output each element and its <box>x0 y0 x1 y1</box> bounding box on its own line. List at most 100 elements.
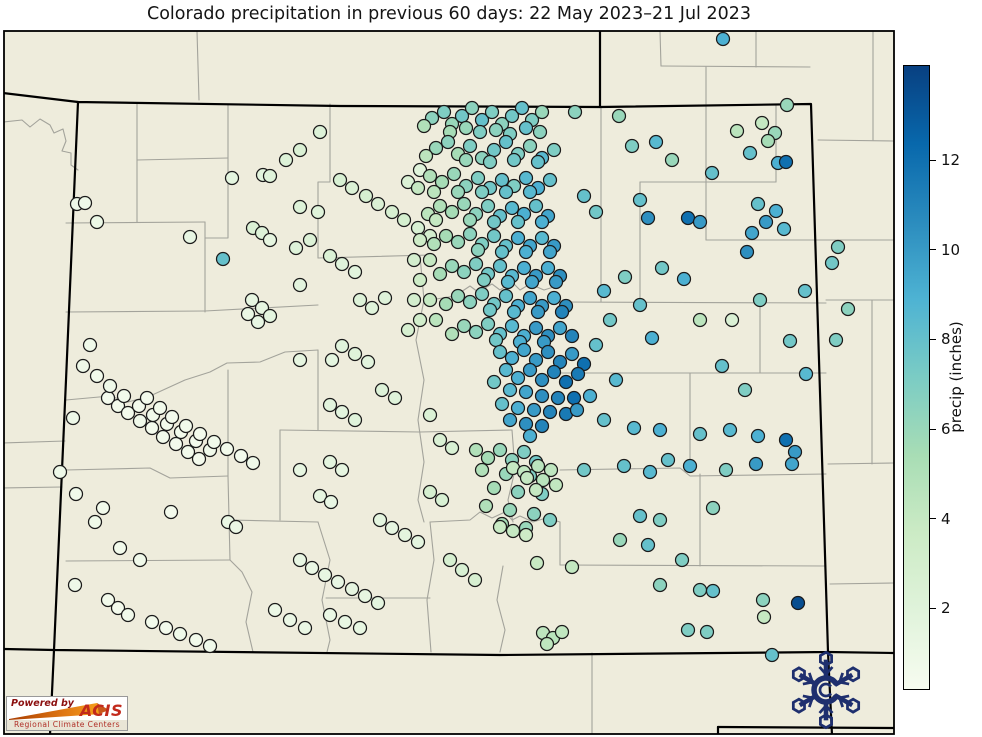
station-dot <box>514 100 530 116</box>
station-dot <box>347 412 363 428</box>
station-dot <box>648 134 664 150</box>
station-dot <box>674 552 690 568</box>
station-dot <box>569 402 585 418</box>
station-dot <box>458 152 474 168</box>
station-dot <box>518 170 534 186</box>
county-line <box>317 521 331 653</box>
station-dot <box>462 212 478 228</box>
station-dot <box>542 404 558 420</box>
station-dot <box>519 470 535 486</box>
tick-mark <box>929 249 936 251</box>
colorbar-tick: 10 <box>929 241 960 259</box>
station-dot <box>828 332 844 348</box>
station-dot <box>498 288 514 304</box>
colorbar-tick: 4 <box>929 510 951 528</box>
station-dot <box>224 170 240 186</box>
station-dot <box>534 214 550 230</box>
station-dot <box>428 212 444 228</box>
climate-center-snowflake-icon <box>791 650 861 730</box>
colorbar-tick: 12 <box>929 151 960 169</box>
station-dot <box>682 458 698 474</box>
colorbar-tick: 2 <box>929 599 951 617</box>
station-dot <box>180 444 196 460</box>
station-dot <box>543 462 559 478</box>
station-dot <box>267 602 283 618</box>
station-dot <box>426 236 442 252</box>
station-dot <box>492 519 508 535</box>
county-line <box>65 310 206 313</box>
station-dot <box>387 390 403 406</box>
station-dot <box>492 442 508 458</box>
station-dot <box>540 260 556 276</box>
station-dot <box>191 451 207 467</box>
station-dot <box>566 390 582 406</box>
station-dot <box>567 104 583 120</box>
station-dot <box>438 296 454 312</box>
station-dot <box>608 372 624 388</box>
station-dot <box>486 480 502 496</box>
tick-label: 10 <box>941 240 961 259</box>
station-dot <box>564 328 580 344</box>
station-dot <box>535 472 551 488</box>
station-dot <box>692 214 708 230</box>
station-dot <box>155 429 171 445</box>
station-dot <box>474 462 490 478</box>
station-dot <box>554 304 570 320</box>
tick-label: 2 <box>941 599 951 618</box>
station-dot <box>412 272 428 288</box>
station-dot <box>492 258 508 274</box>
station-dot <box>522 184 538 200</box>
acis-swoosh-icon <box>9 703 109 720</box>
station-dot <box>444 258 460 274</box>
tick-mark <box>929 159 936 161</box>
station-dot <box>756 609 772 625</box>
station-dot <box>302 232 318 248</box>
station-dot <box>510 370 526 386</box>
station-dot <box>680 622 696 638</box>
station-dot <box>654 260 670 276</box>
station-dot <box>456 264 472 280</box>
county-line <box>279 429 421 433</box>
station-dot <box>652 512 668 528</box>
station-dot <box>787 444 803 460</box>
station-dot <box>370 595 386 611</box>
station-dot <box>89 368 105 384</box>
county-line <box>196 31 200 101</box>
station-dot <box>742 145 758 161</box>
station-dot <box>144 614 160 630</box>
station-dot <box>332 172 348 188</box>
station-dot <box>582 388 598 404</box>
station-dot <box>438 228 454 244</box>
station-dot <box>550 390 566 406</box>
station-dot <box>482 302 498 318</box>
station-dot <box>164 409 180 425</box>
colorbar-label: precip (inches) <box>947 321 965 433</box>
station-dot <box>480 316 496 332</box>
station-dot <box>570 366 586 382</box>
county-line <box>419 429 513 433</box>
county-line <box>829 582 894 585</box>
station-dot <box>334 462 350 478</box>
county-line <box>559 564 827 567</box>
station-dot <box>715 31 731 47</box>
station-dot <box>526 506 542 522</box>
county-line <box>4 486 63 489</box>
station-dot <box>498 184 514 200</box>
station-dot <box>334 256 350 272</box>
station-dot <box>476 272 492 288</box>
station-dot <box>120 607 136 623</box>
station-dot <box>632 508 648 524</box>
station-dot <box>278 152 294 168</box>
station-dot <box>755 592 771 608</box>
station-dot <box>52 464 68 480</box>
tick-label: 4 <box>941 509 951 528</box>
station-dot <box>642 464 658 480</box>
station-dot <box>422 168 438 184</box>
station-dot <box>450 234 466 250</box>
station-dot <box>776 221 792 237</box>
station-dot <box>486 142 502 158</box>
station-dot <box>494 172 510 188</box>
station-dot <box>440 134 456 150</box>
station-dot <box>282 612 298 628</box>
county-line <box>817 139 894 142</box>
